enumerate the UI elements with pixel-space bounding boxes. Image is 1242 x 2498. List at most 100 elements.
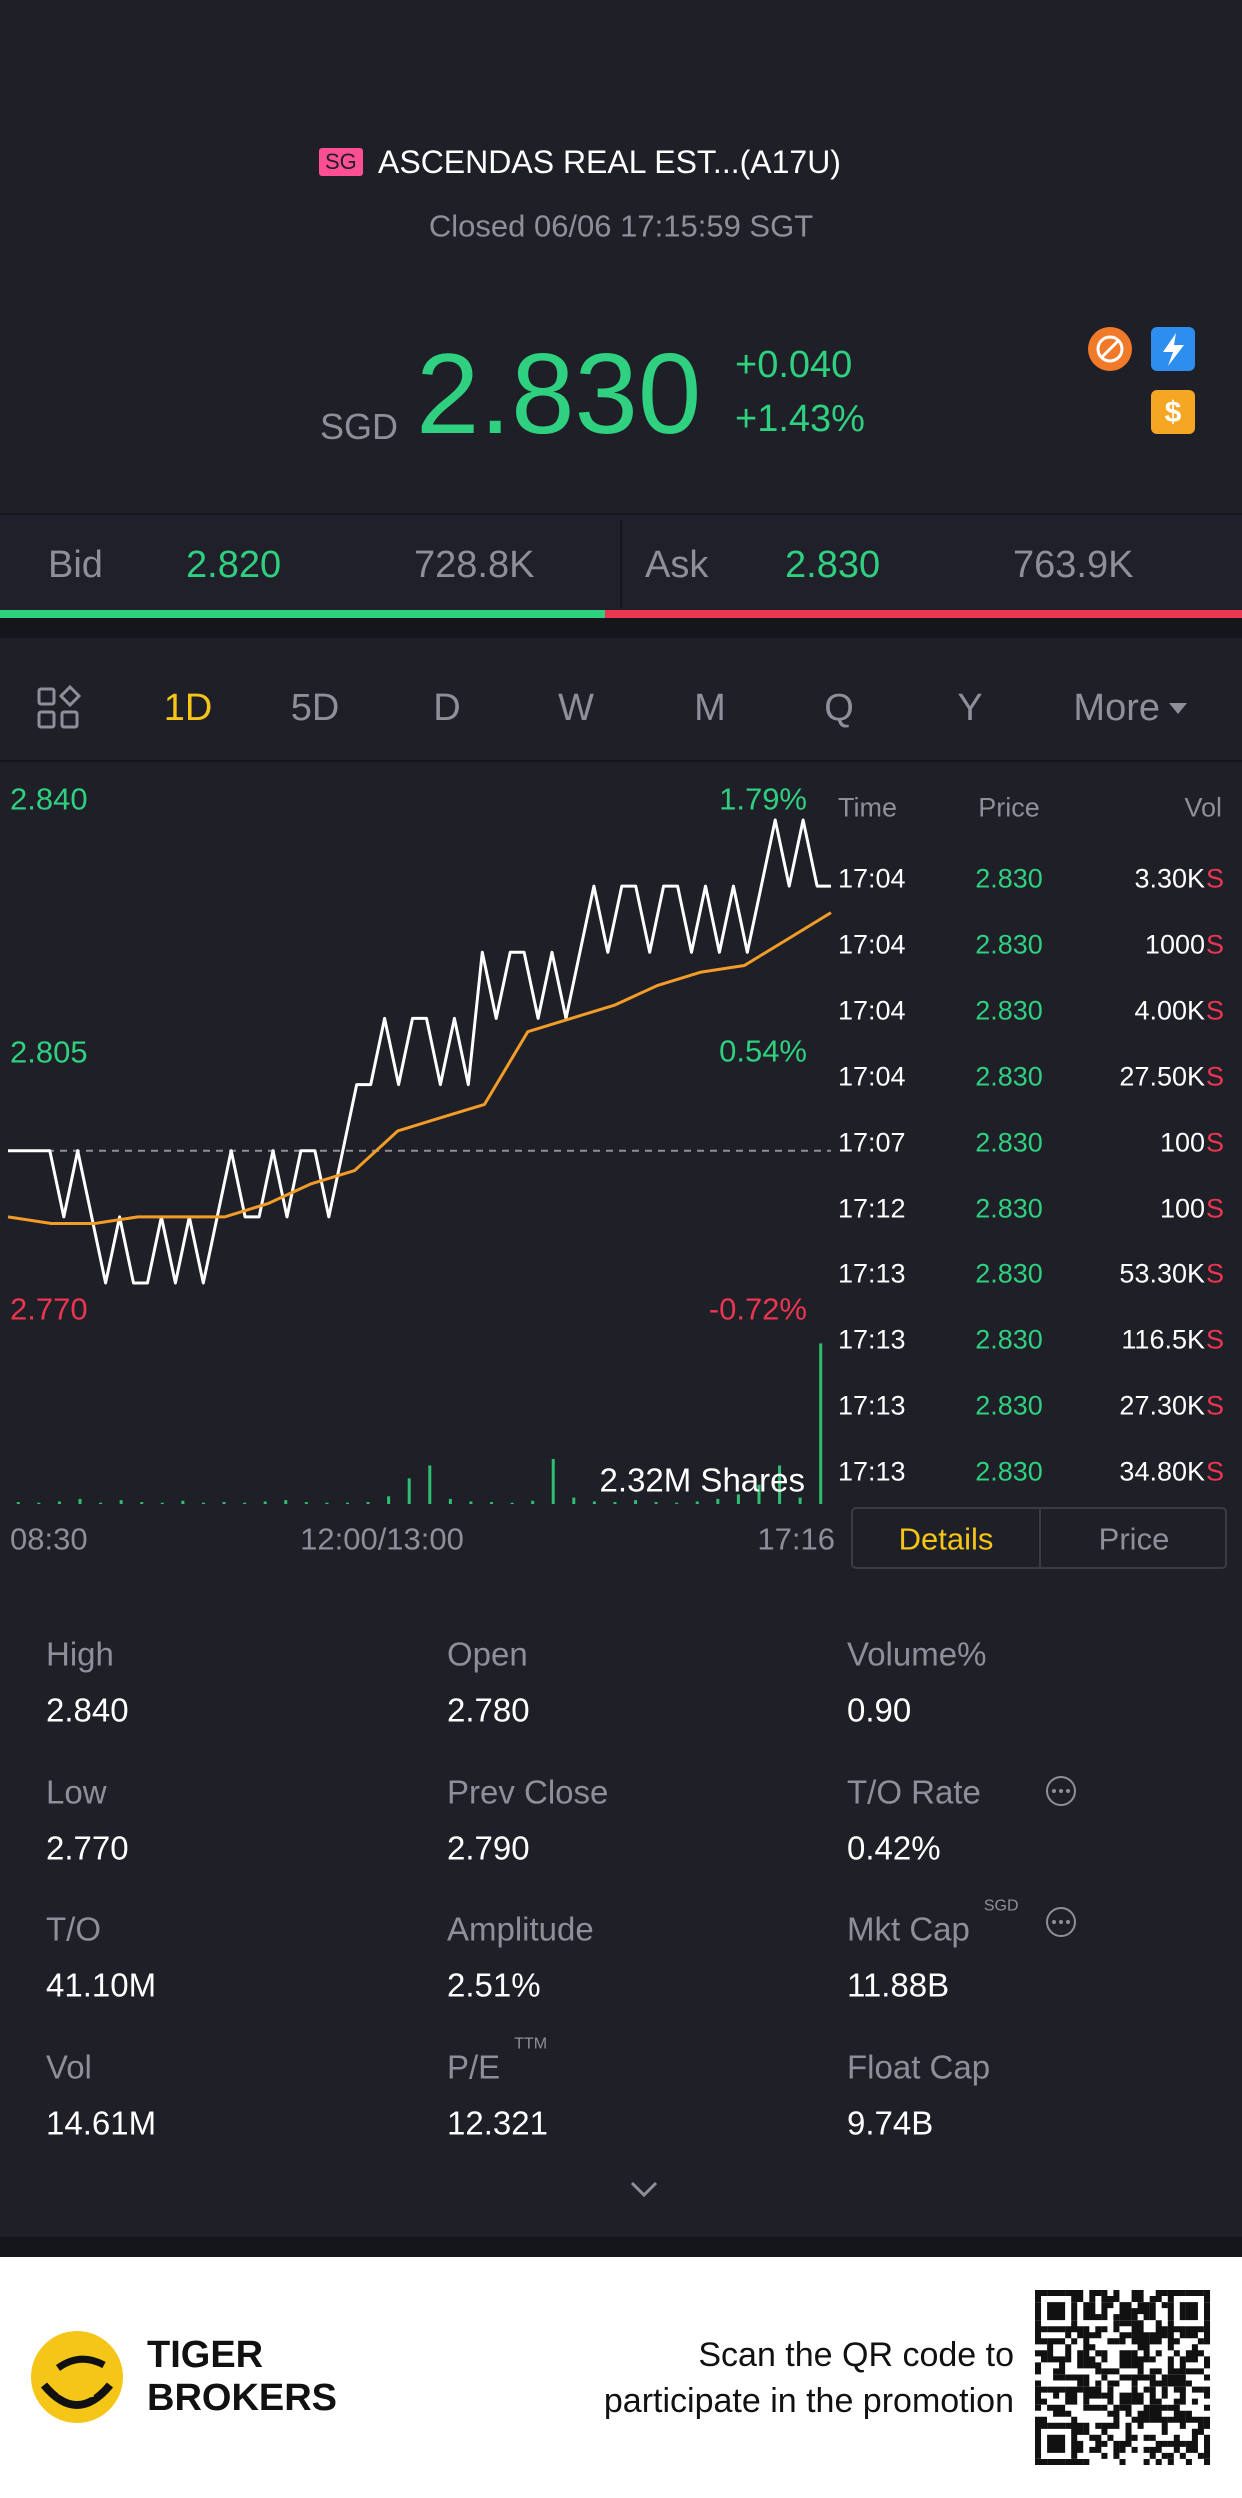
volume-bar — [490, 1502, 494, 1504]
volume-bar — [366, 1502, 370, 1504]
stat-label-text: T/O Rate — [847, 1773, 981, 1810]
trade-time: 17:04 — [838, 1061, 906, 1092]
stat-label-text: Amplitude — [447, 1910, 594, 1948]
timeframe-tab[interactable]: D — [433, 687, 461, 729]
trade-price: 2.830 — [975, 1127, 1043, 1158]
volume-bar — [716, 1498, 720, 1504]
stat-label: Mkt Cap SGD — [847, 1898, 1019, 1948]
bid-size: 728.8K — [414, 544, 535, 586]
volume-bar — [572, 1497, 576, 1504]
timeframe-tab[interactable]: M — [694, 687, 726, 729]
gap — [0, 2237, 1242, 2257]
bid-label: Bid — [48, 544, 103, 586]
trade-side: S — [1206, 1390, 1225, 1421]
trade-price: 2.830 — [975, 1324, 1043, 1355]
volume-bar — [325, 1502, 329, 1504]
y-tick-label: 2.770 — [10, 1291, 88, 1327]
info-icon[interactable] — [1046, 1776, 1076, 1937]
volume-bar — [263, 1501, 267, 1504]
details-tab[interactable]: Details — [898, 1521, 994, 1557]
stat-label-text: Mkt Cap — [847, 1910, 970, 1948]
volume-bar — [119, 1500, 123, 1504]
details-tab[interactable]: Price — [1098, 1521, 1170, 1557]
stat-value: 2.51% — [447, 1966, 541, 2004]
gap — [0, 618, 1242, 638]
volume-bar — [675, 1502, 679, 1504]
trade-volume: 1000 — [1144, 929, 1205, 960]
stat-label: Open — [447, 1638, 528, 1671]
stock-title: ASCENDAS REAL EST...(A17U) — [378, 144, 841, 180]
status-icons: $ — [1088, 327, 1195, 434]
y-tick-label: 2.805 — [10, 1034, 88, 1069]
currency: SGD — [320, 406, 399, 447]
timeframe-tab[interactable]: More — [1073, 687, 1160, 729]
promo-text: participate in the promotion — [603, 2382, 1014, 2420]
x-tick-label: 17:16 — [757, 1521, 835, 1557]
trade-price: 2.830 — [975, 1061, 1043, 1092]
timeframe-tab[interactable]: Y — [957, 687, 983, 729]
trade-price: 2.830 — [975, 1193, 1043, 1223]
stat-value: 2.790 — [447, 1829, 530, 1866]
ask-price: 2.830 — [785, 544, 881, 586]
expand-chevron[interactable] — [630, 2181, 658, 2198]
timeframe-tab[interactable]: W — [558, 687, 594, 729]
stat-value: 2.840 — [46, 1691, 129, 1729]
y2-tick-label: 0.54% — [719, 1033, 807, 1069]
trade-side: S — [1206, 995, 1225, 1026]
stat-label: Prev Close — [447, 1775, 608, 1808]
trade-volume: 53.30K — [1119, 1258, 1205, 1289]
stat-label: High — [46, 1638, 114, 1671]
trade-time: 17:13 — [838, 1324, 906, 1355]
price-change: +0.040 — [735, 344, 853, 386]
stat-label: Volume% — [847, 1638, 986, 1671]
trade-price: 2.830 — [975, 995, 1043, 1026]
stat-label-text: P/E — [447, 2048, 501, 2085]
ask-bar — [605, 610, 1242, 618]
volume-bar — [634, 1500, 638, 1504]
y2-tick-label: -0.72% — [708, 1291, 807, 1327]
stat-label-text: Volume% — [847, 1635, 987, 1673]
volume-bar — [78, 1498, 82, 1504]
trade-time: 17:04 — [838, 995, 906, 1026]
trade-time: 17:13 — [838, 1390, 906, 1421]
stat-label-text: T/O — [46, 1910, 101, 1948]
trade-volume: 27.50K — [1119, 1061, 1205, 1092]
trade-time: 17:04 — [838, 929, 906, 960]
trade-volume: 3.30K — [1134, 863, 1205, 894]
trade-side: S — [1206, 1193, 1225, 1223]
trade-volume: 4.00K — [1134, 995, 1205, 1026]
dropdown-arrow — [1169, 703, 1187, 714]
volume-bar — [284, 1500, 288, 1504]
stat-value: 0.90 — [847, 1691, 912, 1729]
stat-value: 9.74B — [847, 2104, 934, 2141]
ask-label: Ask — [645, 544, 709, 586]
volume-bar — [654, 1502, 658, 1504]
trade-price: 2.830 — [975, 929, 1043, 960]
trade-column-header: Vol — [1184, 792, 1222, 823]
volume-bar — [736, 1494, 740, 1504]
trade-volume: 116.5K — [1121, 1324, 1205, 1355]
timeframe-tab[interactable]: Q — [824, 687, 854, 729]
volume-bar — [695, 1501, 699, 1504]
stat-label: Float Cap — [847, 2050, 990, 2083]
volume-bar — [448, 1498, 452, 1504]
trade-time: 17:07 — [838, 1127, 906, 1158]
stat-value: 2.780 — [447, 1691, 530, 1729]
trade-volume: 34.80K — [1119, 1456, 1205, 1487]
volume-label: 2.32M Shares — [599, 1461, 805, 1499]
trade-side: S — [1206, 1127, 1225, 1158]
volume-bar — [819, 1343, 823, 1504]
timeframe-tab[interactable]: 5D — [290, 687, 340, 729]
last-price: 2.830 — [416, 331, 702, 458]
trade-price: 2.830 — [975, 1390, 1043, 1421]
layout-icon[interactable] — [37, 684, 82, 729]
logo — [31, 2331, 123, 2423]
trade-column-header: Price — [978, 792, 1040, 823]
stat-value: 41.10M — [46, 1966, 157, 2004]
stat-value: 2.770 — [46, 1829, 129, 1866]
volume-bar — [16, 1502, 20, 1504]
stat-value: 14.61M — [46, 2104, 157, 2141]
timeframe-tab[interactable]: 1D — [163, 687, 213, 729]
